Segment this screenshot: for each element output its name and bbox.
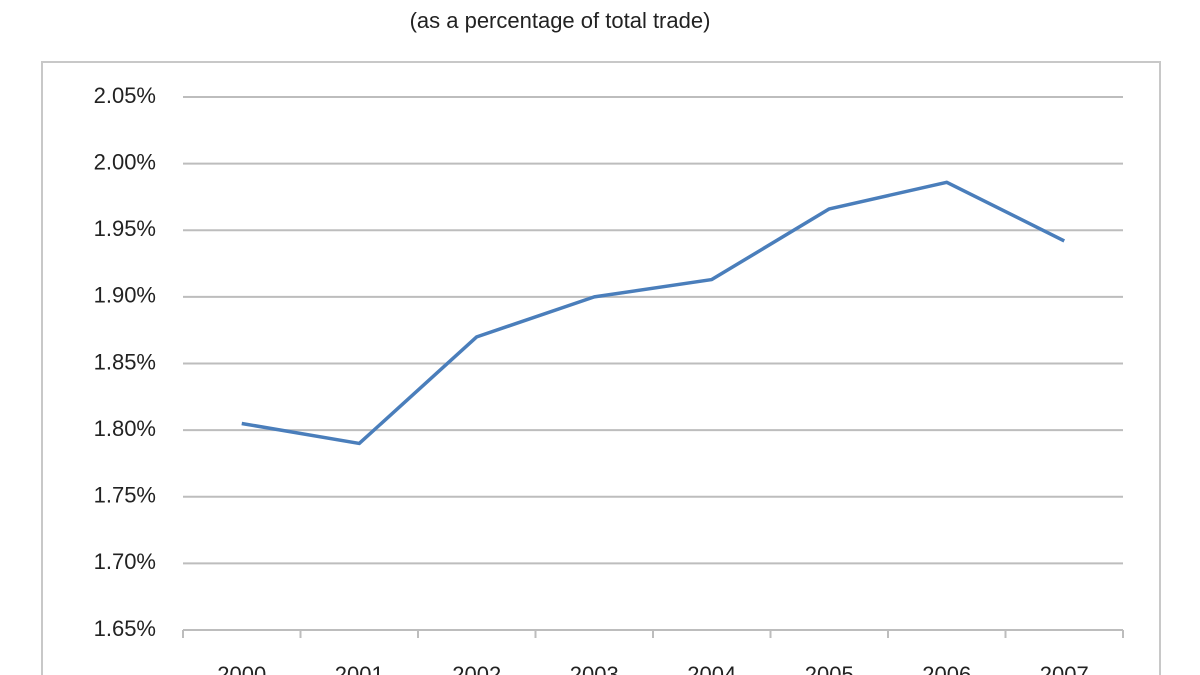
x-tick-label: 2003 xyxy=(570,662,619,675)
chart-subtitle: (as a percentage of total trade) xyxy=(410,8,711,33)
y-tick-label: 2.05% xyxy=(94,83,156,108)
x-tick-label: 2002 xyxy=(452,662,501,675)
y-tick-label: 1.95% xyxy=(94,216,156,241)
x-tick-label: 2000 xyxy=(217,662,266,675)
x-tick-label: 2006 xyxy=(922,662,971,675)
chart-border xyxy=(41,61,1161,675)
data-line xyxy=(241,180,1066,446)
y-tick-label: 1.80% xyxy=(94,416,156,441)
y-tick-label: 1.90% xyxy=(94,283,156,308)
y-tick-label: 1.75% xyxy=(94,483,156,508)
x-tick-label: 2004 xyxy=(687,662,736,675)
y-tick-label: 1.65% xyxy=(94,616,156,641)
x-tick-label: 2005 xyxy=(805,662,854,675)
x-tick-label: 2007 xyxy=(1040,662,1089,675)
y-tick-label: 1.85% xyxy=(94,349,156,374)
x-tick-label: 2001 xyxy=(335,662,384,675)
y-tick-label: 1.70% xyxy=(94,549,156,574)
y-tick-label: 2.00% xyxy=(94,149,156,174)
